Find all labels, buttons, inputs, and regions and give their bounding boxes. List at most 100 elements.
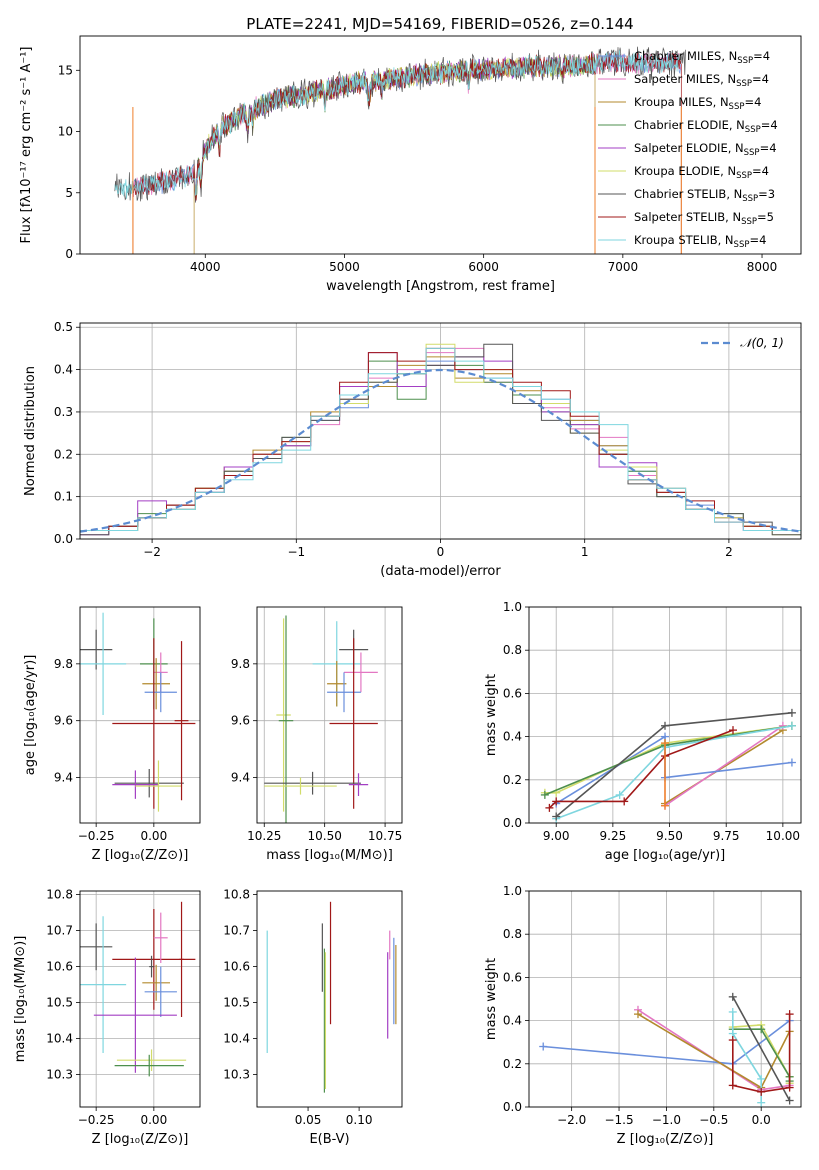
x-axis-label: Z [log₁₀(Z/Z⊙)] <box>617 1132 714 1147</box>
legend-label: Chabrier MILES, NSSP=4 <box>634 49 770 66</box>
x-tick-label: 10.00 <box>766 829 800 843</box>
axes-frame <box>256 606 403 824</box>
mass-weight-marker <box>787 758 796 767</box>
y-tick-label: 9.4 <box>54 771 73 785</box>
y-tick-label: 1.0 <box>503 884 522 898</box>
x-tick-label: −1.0 <box>652 1113 681 1127</box>
x-tick-label: −0.25 <box>78 829 115 843</box>
ticks: −2.0 −1.5 −1.0 −0.5 0.0 0.0 0.2 0.4 0.6 0.8 1.0 <box>503 884 771 1127</box>
y-tick-label: 0.1 <box>54 490 73 504</box>
x-tick-label: 8000 <box>747 260 778 274</box>
normal-reference-curve <box>80 368 801 533</box>
spectrum-model-line <box>132 52 682 254</box>
y-tick-label: 0.8 <box>503 927 522 941</box>
legend-label-sub: SSP <box>736 79 752 89</box>
y-tick-label: 0.0 <box>503 816 522 830</box>
mass-weight-marker <box>545 803 554 812</box>
ticks: −0.25 0.00 10.3 10.4 10.5 10.6 10.7 10.8 <box>46 888 167 1127</box>
legend-label-base: Salpeter STELIB, N <box>634 210 741 224</box>
legend-label: Chabrier STELIB, NSSP=3 <box>634 187 775 204</box>
axes-frame <box>79 322 802 540</box>
plot-area <box>264 615 378 823</box>
legend-label-tail: =4 <box>744 95 761 109</box>
legend-label-base: Kroupa ELODIE, N <box>634 164 736 178</box>
y-tick-label: 0.8 <box>503 643 522 657</box>
mass-weight-line <box>664 729 784 805</box>
residuals-legend: 𝒩(0, 1) <box>701 336 784 350</box>
mass-weight-marker <box>539 1042 548 1051</box>
axes-frame <box>528 890 802 1108</box>
x-tick-label: 0.05 <box>295 1113 322 1127</box>
legend-label-sub: SSP <box>744 148 760 158</box>
y-tick-label: 10.5 <box>46 996 73 1010</box>
y-tick-label: 10.8 <box>223 888 250 902</box>
plot-area <box>539 992 794 1107</box>
legend-label-tail: =4 <box>760 141 777 155</box>
y-tick-label: 0.4 <box>503 1014 522 1028</box>
y-tick-label: 10.3 <box>223 1068 250 1082</box>
mass-weight-marker <box>787 708 796 717</box>
mass-vs-metallicity-panel: −0.25 0.00 10.3 10.4 10.5 10.6 10.7 10.8 Z [log₁… <box>13 888 201 1147</box>
x-tick-label: 7000 <box>608 260 639 274</box>
x-tick-label: −0.5 <box>699 1113 728 1127</box>
y-tick-label: 0 <box>65 247 73 261</box>
x-axis-label: Z [log₁₀(Z/Z⊙)] <box>92 1132 189 1147</box>
legend-label: Salpeter STELIB, NSSP=5 <box>634 210 774 227</box>
y-tick-label: 0.5 <box>54 320 73 334</box>
legend-label-tail: =3 <box>758 187 775 201</box>
legend-label-sub: SSP <box>745 125 761 135</box>
plot-area <box>114 46 686 254</box>
x-axis-label: E(B-V) <box>309 1132 349 1147</box>
mass-weight-marker <box>728 1007 737 1016</box>
legend-label-base: Chabrier STELIB, N <box>634 187 742 201</box>
legend-label-base: Salpeter MILES, N <box>634 72 736 86</box>
mass-weight-marker <box>728 992 737 1001</box>
x-axis-label: age [log₁₀(age/yr)] <box>605 848 726 863</box>
residuals-panel: −2 −1 0 1 2 0.0 0.1 0.2 0.3 0.4 0.5 (data-model)/er… <box>23 320 802 579</box>
legend-label-tail: =4 <box>752 72 769 86</box>
y-tick-label: 10.8 <box>46 888 73 902</box>
x-tick-label: −1.5 <box>604 1113 633 1127</box>
legend-label-tail: =4 <box>752 164 769 178</box>
y-tick-label: 0.0 <box>503 1100 522 1114</box>
y-tick-label: 0.2 <box>54 447 73 461</box>
ticks: −2 −1 0 1 2 0.0 0.1 0.2 0.3 0.4 0.5 <box>54 320 733 559</box>
axes-frame <box>79 890 201 1108</box>
y-tick-label: 5 <box>65 186 73 200</box>
legend-label-sub: SSP <box>742 194 758 204</box>
mass-weight-marker <box>661 739 669 748</box>
mass-weight-marker <box>633 1010 642 1019</box>
axes-frame <box>528 606 802 824</box>
residual-histogram <box>80 347 801 539</box>
legend-label-base: Chabrier MILES, N <box>634 49 737 63</box>
mass-weight-marker <box>757 1098 766 1107</box>
mass-weight-marker <box>540 790 549 799</box>
plot-area <box>540 708 796 823</box>
mass-weight-marker <box>787 721 796 730</box>
x-axis-label: (data-model)/error <box>380 564 501 579</box>
y-tick-label: 10.3 <box>46 1068 73 1082</box>
x-tick-label: 0.10 <box>346 1113 373 1127</box>
y-tick-label: 1.0 <box>503 600 522 614</box>
y-tick-label: 0.2 <box>503 773 522 787</box>
mass-weight-line <box>555 725 793 820</box>
ticks: 4000 5000 6000 7000 8000 0 5 10 15 <box>58 63 778 274</box>
legend-label-tail: =5 <box>757 210 774 224</box>
mass-weight-line <box>544 725 793 794</box>
mass-weight-marker <box>661 801 669 810</box>
legend-label-sub: SSP <box>729 102 745 112</box>
weight-vs-age-panel: 9.00 9.25 9.50 9.75 10.00 0.0 0.2 0.4 0.6 0.8 1.0 a… <box>484 600 802 863</box>
x-tick-label: −1 <box>287 545 305 559</box>
x-tick-label: 0.00 <box>140 829 167 843</box>
y-axis-label: mass weight <box>484 674 499 756</box>
y-axis-label: Normed distribution <box>23 366 38 496</box>
ticks: 0.05 0.10 10.3 10.4 10.5 10.6 10.7 10.8 <box>223 888 372 1127</box>
legend-label-base: Kroupa STELIB, N <box>634 233 734 247</box>
plot-area <box>80 612 196 812</box>
legend-label: Kroupa STELIB, NSSP=4 <box>634 233 766 250</box>
y-tick-label: 0.2 <box>503 1057 522 1071</box>
figure-title: PLATE=2241, MJD=54169, FIBERID=0526, z=0… <box>246 15 633 33</box>
x-tick-label: 6000 <box>468 260 499 274</box>
mass-weight-marker <box>729 726 737 735</box>
legend-label-tail: =4 <box>753 49 770 63</box>
